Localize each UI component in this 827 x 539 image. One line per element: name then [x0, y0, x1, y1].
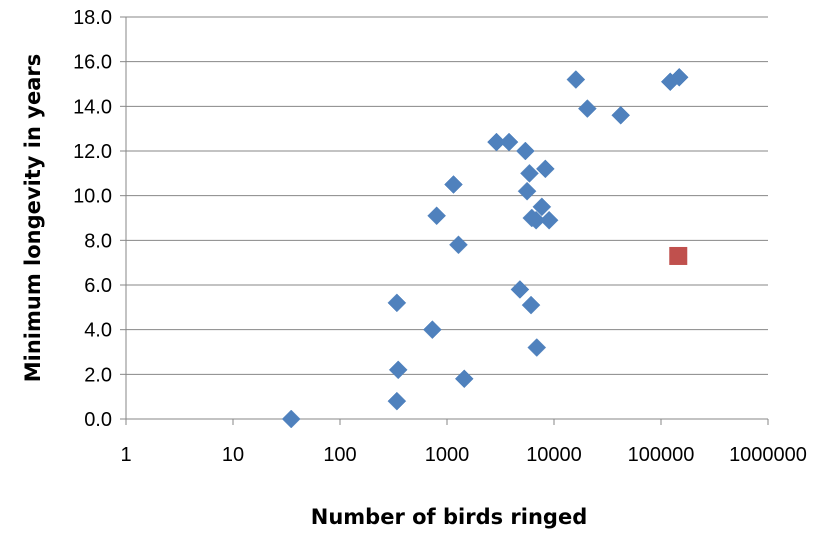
data-point-diamond — [427, 206, 446, 226]
data-point-diamond — [521, 295, 541, 315]
y-axis-tick-labels: 0.0 2.0 4.0 6.0 8.0 10.0 12.0 14.0 16.0 18.0 — [73, 7, 112, 431]
y-tick-label: 10.0 — [73, 186, 112, 208]
y-tick-label: 4.0 — [84, 320, 112, 342]
data-point-diamond — [444, 175, 463, 194]
y-axis-title: Minimum longevity in years — [21, 54, 45, 382]
x-tick-label: 10 — [222, 444, 244, 466]
x-tick-label: 100 — [323, 444, 356, 466]
data-point-diamond — [388, 360, 408, 380]
y-tick-label: 2.0 — [84, 364, 112, 386]
data-point-diamond — [517, 181, 537, 201]
data-point-diamond — [423, 320, 442, 340]
y-tick-label: 16.0 — [73, 52, 112, 74]
y-tick-label: 14.0 — [73, 96, 112, 118]
data-point-diamond — [387, 293, 407, 313]
y-tick-label: 0.0 — [84, 409, 112, 431]
x-tick-label: 100000 — [628, 444, 695, 466]
data-point-diamond — [669, 67, 689, 87]
axes — [120, 16, 769, 425]
data-point-diamond — [387, 391, 407, 411]
data-point-diamond — [487, 132, 506, 152]
y-tick-label: 6.0 — [84, 275, 112, 297]
x-tick-label: 10000 — [526, 444, 582, 466]
data-point-diamond — [532, 197, 552, 217]
data-point-diamond — [516, 141, 535, 161]
data-point-diamond — [539, 210, 559, 230]
data-point-diamond — [499, 132, 519, 152]
data-point-diamond — [520, 163, 539, 183]
data-point-diamond — [611, 105, 631, 125]
data-point-diamond — [566, 70, 586, 89]
data-point-diamond — [527, 338, 547, 357]
data-point-diamond — [510, 280, 530, 299]
x-axis-title: Number of birds ringed — [311, 505, 587, 529]
data-point-square — [669, 246, 688, 265]
data-point-diamond — [454, 369, 474, 389]
gridlines — [126, 16, 768, 375]
y-tick-label: 12.0 — [73, 141, 112, 163]
data-points — [281, 67, 689, 429]
data-point-diamond — [535, 159, 555, 179]
data-point-diamond — [526, 210, 546, 230]
data-point-diamond — [578, 99, 597, 118]
x-tick-label: 1 — [120, 444, 131, 466]
data-point-diamond — [449, 235, 468, 255]
y-tick-label: 8.0 — [84, 230, 112, 252]
x-tick-label: 1000 — [425, 444, 470, 466]
x-tick-label: 1000000 — [729, 444, 807, 466]
y-tick-label: 18.0 — [73, 7, 112, 29]
x-axis-tick-labels: 1 10 100 1000 10000 100000 1000000 — [120, 444, 807, 466]
data-point-diamond — [281, 409, 301, 429]
